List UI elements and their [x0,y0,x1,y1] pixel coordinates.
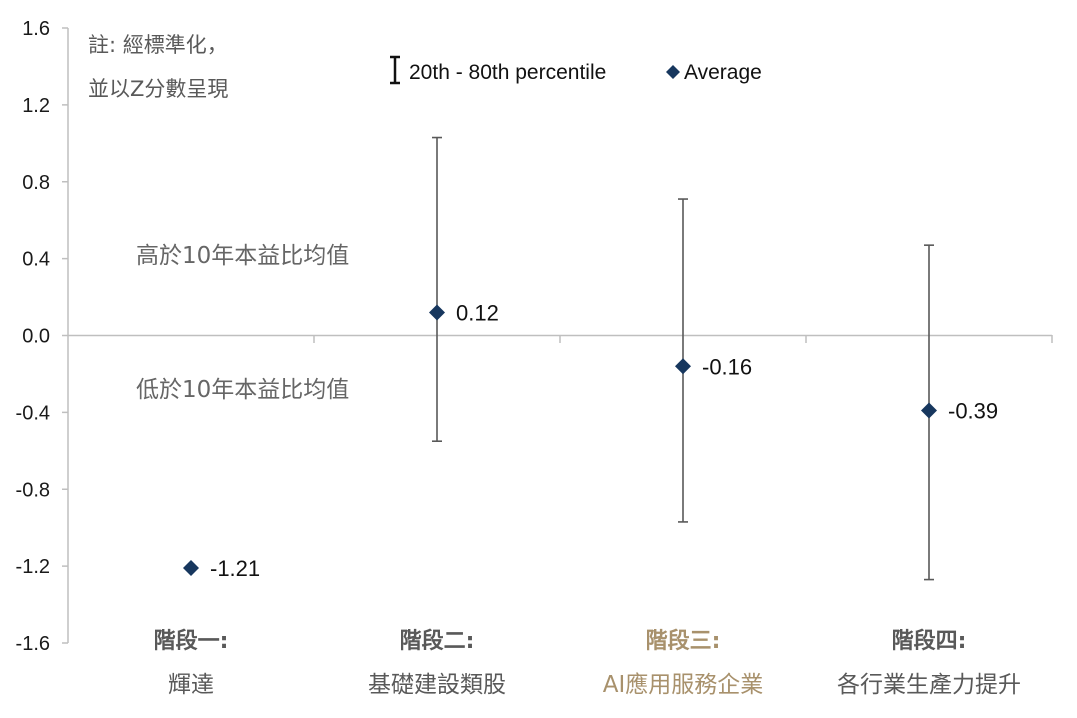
percentile-legend-icon [390,55,400,85]
y-tick-label: -1.6 [16,633,50,655]
average-point [921,402,937,419]
note-line-2: 並以Z分數呈現 [88,77,228,101]
legend-percentile-label: 20th - 80th percentile [409,61,606,84]
category-label-stage: 階段一: [154,628,229,654]
y-tick-label: -0.8 [16,479,50,501]
y-tick-label: -0.4 [16,402,50,424]
legend-average-label: Average [684,61,762,84]
category-label-stage: 階段三: [646,628,721,654]
percentile-range-bar [432,136,442,443]
y-tick-label: 1.2 [22,95,50,117]
category-label-name: 各行業生產力提升 [837,672,1021,698]
category-label-stage: 階段二: [400,628,475,654]
y-tick-label: 0.8 [22,172,50,194]
zone-label-below: 低於10年本益比均值 [136,377,349,403]
average-point [429,304,445,321]
data-labels: -1.21 0.12 -0.16 -0.39 [210,300,998,581]
zone-label-above: 高於10年本益比均值 [136,243,349,269]
category-label-name: 基礎建設類股 [368,672,506,698]
y-tick-label: 0.0 [22,326,50,348]
average-value-label: -0.16 [702,354,752,379]
average-markers [183,304,937,577]
y-tick-labels: 1.6 1.2 0.8 0.4 0.0 -0.4 -0.8 -1.2 -1.6 [16,18,68,655]
category-label-name: AI應用服務企業 [603,672,764,698]
average-point [183,560,199,577]
legend: 20th - 80th percentile Average [390,55,762,85]
diamond-legend-icon [666,65,680,79]
category-label-stage: 階段四: [892,628,967,654]
y-tick-label: 0.4 [22,249,50,271]
average-value-label: -1.21 [210,556,260,581]
y-tick-label: 1.6 [22,18,50,40]
average-point [675,358,691,375]
note-line-1: 註: 經標準化， [88,33,228,57]
y-tick-label: -1.2 [16,556,50,578]
average-value-label: 0.12 [456,300,499,325]
category-label-name: 輝達 [168,672,214,698]
category-labels: 階段一: 輝達 階段二: 基礎建設類股 階段三: AI應用服務企業 階段四: 各行業生產力提升 [154,628,1021,698]
average-value-label: -0.39 [948,398,998,423]
